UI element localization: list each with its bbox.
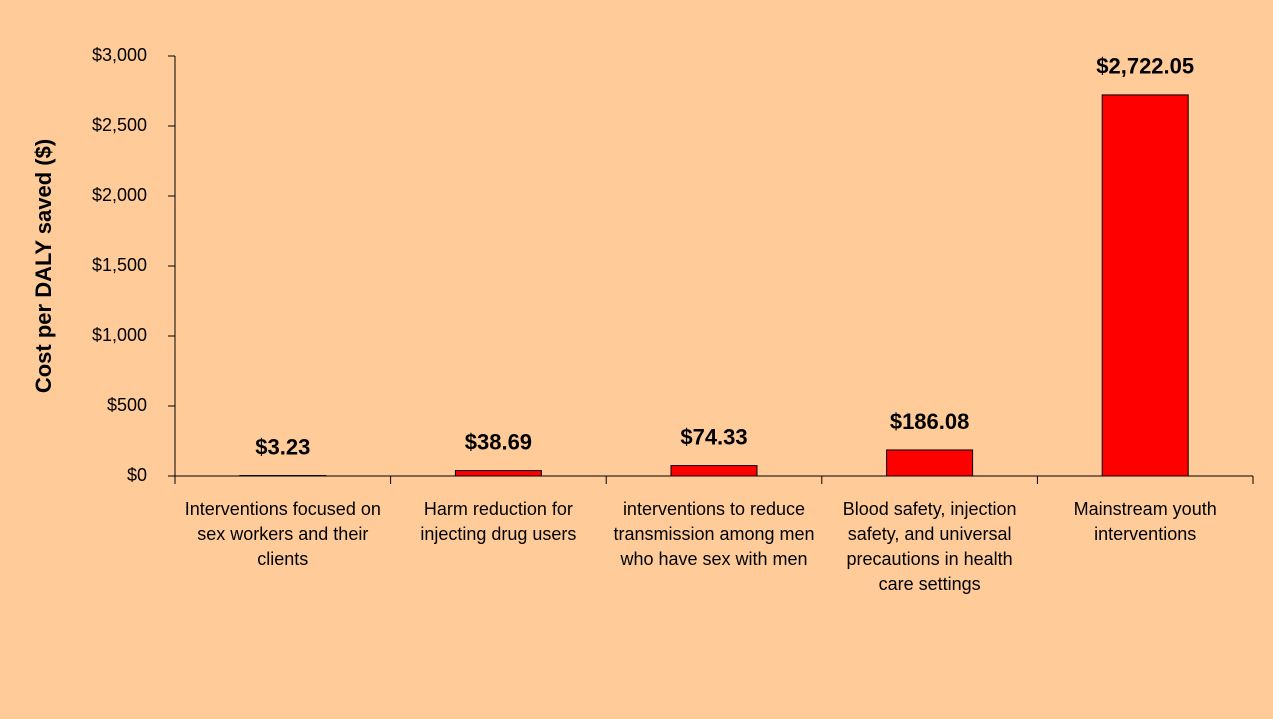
- x-tick-label: interventions to reduce transmission amo…: [613, 499, 815, 569]
- bar: [670, 465, 758, 477]
- bar: [1101, 94, 1189, 477]
- x-tick-label: Harm reduction for injecting drug users: [420, 499, 577, 544]
- y-tick-label: $2,500: [92, 115, 147, 135]
- y-tick-label: $1,500: [92, 255, 147, 275]
- value-label: $2,722.05: [1096, 54, 1194, 79]
- value-label: $3.23: [255, 434, 310, 459]
- y-tick-label: $3,000: [92, 45, 147, 65]
- y-axis-label: Cost per DALY saved ($): [31, 139, 56, 393]
- x-tick-label: Mainstream youth interventions: [1073, 499, 1217, 544]
- x-tick-label: Interventions focused on sex workers and…: [184, 499, 381, 569]
- y-tick-label: $1,000: [92, 325, 147, 345]
- value-label: $38.69: [465, 429, 532, 454]
- y-tick-label: $2,000: [92, 185, 147, 205]
- x-tick-label: Blood safety, injection safety, and univ…: [842, 499, 1017, 594]
- bar: [886, 449, 974, 477]
- value-label: $186.08: [890, 409, 970, 434]
- y-tick-label: $500: [107, 395, 147, 415]
- value-label: $74.33: [680, 424, 747, 449]
- y-tick-label: $0: [127, 465, 147, 485]
- bar: [454, 470, 542, 477]
